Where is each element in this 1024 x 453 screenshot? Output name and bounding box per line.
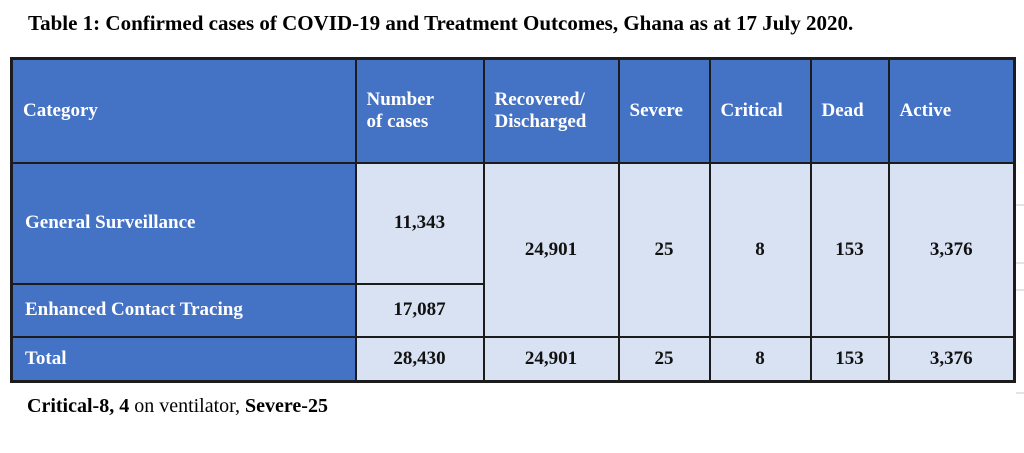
- cell-cases-enhanced-contact-tracing: 17,087: [354, 282, 485, 338]
- table-row-total: Total 28,430 24,901 25 8 153 3,376: [10, 335, 1016, 383]
- header-number-of-cases: Number of cases: [354, 57, 485, 164]
- table-header-row: Category Number of cases Recovered/ Disc…: [10, 57, 1016, 164]
- cell-cases-total: 28,430: [354, 335, 485, 383]
- spreadsheet-gridline-stub: [1016, 262, 1024, 264]
- cell-category-enhanced-contact-tracing: Enhanced Contact Tracing: [10, 282, 357, 338]
- cell-active-merged: 3,376: [887, 161, 1016, 338]
- header-severe: Severe: [617, 57, 711, 164]
- header-critical: Critical: [708, 57, 812, 164]
- cell-cases-general-surveillance: 11,343: [354, 161, 485, 285]
- spreadsheet-gridline-stub: [1016, 204, 1024, 206]
- cell-category-general-surveillance: General Surveillance: [10, 161, 357, 285]
- header-dead: Dead: [809, 57, 890, 164]
- cell-critical-total: 8: [708, 335, 812, 383]
- footnote-critical-segment: Critical-8, 4: [27, 395, 130, 417]
- cell-recovered-merged: 24,901: [482, 161, 620, 338]
- cell-critical-merged: 8: [708, 161, 812, 338]
- footnote-severe-segment: Severe-25: [245, 395, 328, 417]
- cell-category-total: Total: [10, 335, 357, 383]
- header-category: Category: [10, 57, 357, 164]
- spreadsheet-gridline-stub: [1016, 289, 1024, 291]
- cell-active-total: 3,376: [887, 335, 1016, 383]
- cell-severe-total: 25: [617, 335, 711, 383]
- cell-recovered-total: 24,901: [482, 335, 620, 383]
- table-row-general-surveillance: General Surveillance 11,343 24,901 25 8 …: [10, 161, 1016, 338]
- header-recovered-discharged: Recovered/ Discharged: [482, 57, 620, 164]
- footnote: Critical-8, 4 on ventilator, Severe-25: [27, 395, 328, 418]
- cell-severe-merged: 25: [617, 161, 711, 338]
- cell-dead-total: 153: [809, 335, 890, 383]
- cell-dead-merged: 153: [809, 161, 890, 338]
- page-title: Table 1: Confirmed cases of COVID-19 and…: [28, 11, 854, 35]
- footnote-ventilator-segment: on ventilator,: [129, 395, 246, 417]
- table-row-enhanced-contact-tracing: Enhanced Contact Tracing 17,087: [10, 282, 1015, 338]
- covid-cases-table: Category Number of cases Recovered/ Disc…: [10, 57, 1016, 383]
- spreadsheet-gridline-stub: [1016, 392, 1024, 394]
- header-active: Active: [887, 57, 1016, 164]
